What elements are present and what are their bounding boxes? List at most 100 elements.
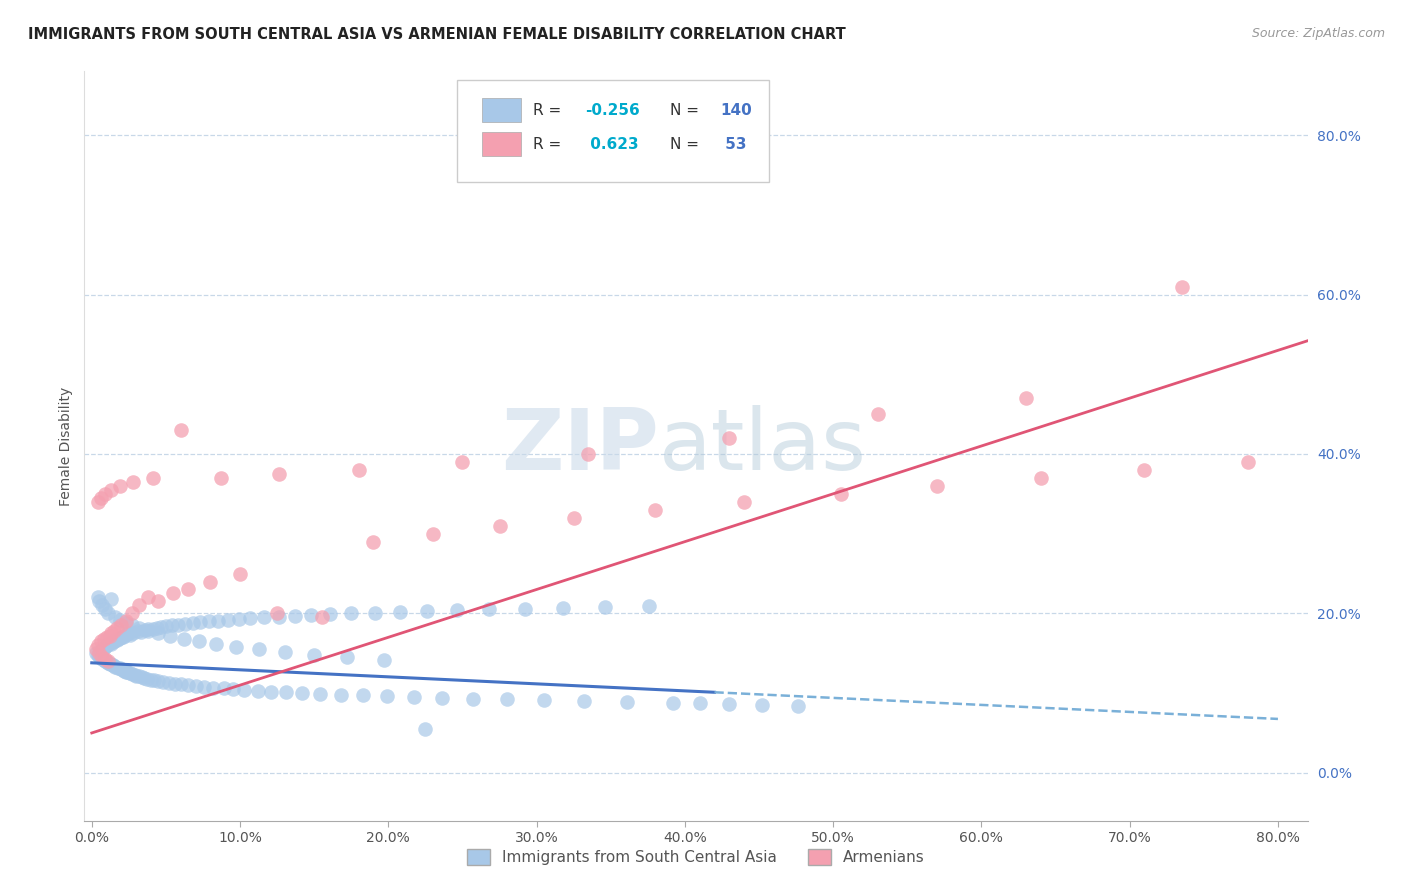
Point [121, 607, 143, 621]
Point [91, 652, 114, 666]
Point [340, 607, 363, 621]
Point [478, 602, 501, 616]
Point [751, 698, 773, 712]
Point [97, 638, 120, 652]
Point [91, 642, 114, 657]
Point [662, 696, 685, 710]
FancyBboxPatch shape [482, 132, 522, 156]
Point [1237, 455, 1260, 469]
Text: -0.256: -0.256 [585, 103, 640, 118]
Text: N =: N = [671, 103, 704, 118]
Point [229, 566, 252, 581]
Point [329, 688, 352, 702]
Point [112, 664, 135, 678]
Point [105, 632, 128, 647]
Point [488, 518, 510, 533]
Point [157, 675, 180, 690]
Point [866, 407, 889, 421]
Point [124, 667, 146, 681]
Point [89, 649, 111, 664]
Point [446, 603, 468, 617]
Point [142, 622, 165, 636]
Point [162, 586, 184, 600]
Point [93, 640, 115, 655]
Point [273, 645, 295, 659]
Point [100, 592, 122, 607]
Point [90, 651, 112, 665]
Point [136, 624, 159, 638]
Point [110, 662, 132, 676]
Point [1133, 463, 1156, 477]
Point [110, 618, 132, 632]
Point [90, 645, 112, 659]
Point [496, 692, 519, 706]
Point [132, 671, 155, 685]
FancyBboxPatch shape [482, 98, 522, 122]
Legend: Immigrants from South Central Asia, Armenians: Immigrants from South Central Asia, Arme… [460, 842, 932, 873]
Point [142, 471, 165, 485]
Point [148, 594, 170, 608]
Point [128, 621, 150, 635]
Point [120, 628, 142, 642]
Point [125, 668, 148, 682]
Point [94, 652, 117, 666]
Point [1170, 279, 1192, 293]
Point [115, 665, 138, 679]
Point [112, 629, 135, 643]
Text: R =: R = [533, 103, 567, 118]
Point [128, 599, 150, 613]
Point [364, 606, 387, 620]
FancyBboxPatch shape [457, 80, 769, 181]
Point [205, 637, 228, 651]
Point [148, 626, 170, 640]
Point [533, 693, 555, 707]
Point [94, 487, 117, 501]
Point [90, 491, 112, 505]
Point [239, 611, 262, 625]
Point [127, 624, 149, 638]
Point [267, 609, 290, 624]
Point [578, 447, 600, 461]
Point [302, 648, 325, 662]
Text: IMMIGRANTS FROM SOUTH CENTRAL ASIA VS ARMENIAN FEMALE DISABILITY CORRELATION CHA: IMMIGRANTS FROM SOUTH CENTRAL ASIA VS AR… [28, 27, 846, 42]
Point [100, 483, 122, 497]
Point [347, 463, 370, 477]
Point [104, 660, 127, 674]
Point [174, 616, 197, 631]
Point [98, 629, 121, 643]
Point [91, 599, 114, 613]
Point [233, 682, 256, 697]
Point [84, 646, 107, 660]
Point [170, 677, 193, 691]
Point [118, 626, 141, 640]
Point [187, 634, 209, 648]
Point [136, 591, 159, 605]
Point [143, 673, 166, 688]
Point [319, 607, 342, 622]
Point [402, 690, 425, 704]
Point [122, 475, 145, 489]
Point [103, 624, 125, 638]
Point [389, 605, 412, 619]
Point [209, 471, 232, 485]
Text: 53: 53 [720, 136, 747, 152]
Point [103, 634, 125, 648]
Point [274, 685, 297, 699]
Point [163, 676, 186, 690]
Point [166, 617, 188, 632]
Point [97, 607, 120, 621]
Point [108, 613, 131, 627]
Point [94, 602, 117, 616]
Point [100, 637, 122, 651]
Point [200, 574, 222, 589]
Text: ZIP: ZIP [502, 404, 659, 488]
Point [299, 607, 322, 622]
Point [311, 610, 333, 624]
Point [225, 640, 247, 654]
Point [120, 666, 142, 681]
Point [291, 686, 314, 700]
Point [644, 502, 666, 516]
Point [108, 631, 131, 645]
Point [309, 687, 332, 701]
Point [97, 656, 120, 670]
